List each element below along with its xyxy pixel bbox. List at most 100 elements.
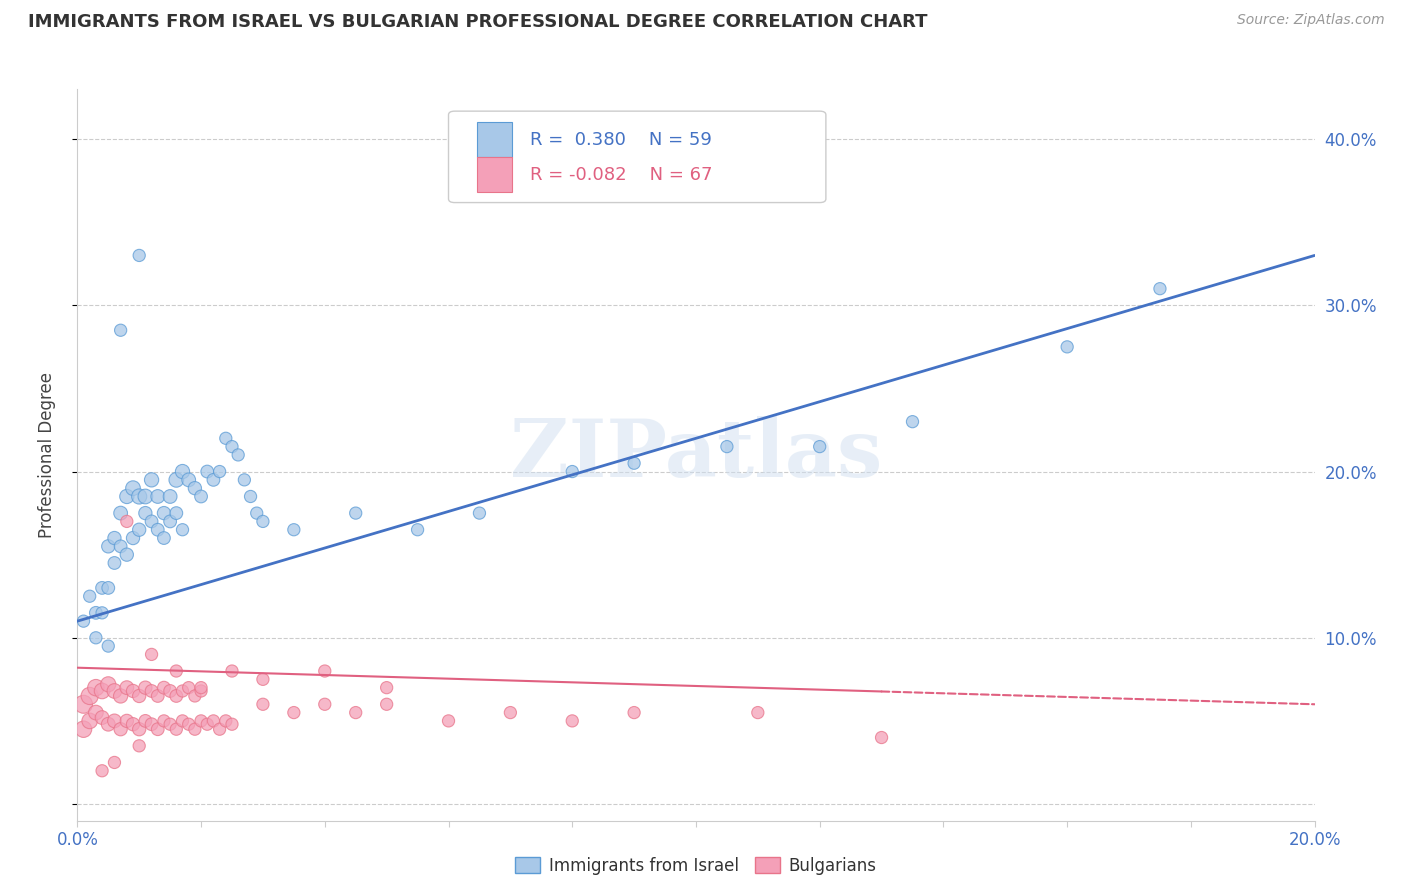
Point — [226, 448, 249, 462]
Point — [172, 465, 194, 479]
Point — [141, 684, 163, 698]
Point — [84, 706, 107, 720]
Point — [177, 473, 200, 487]
Point — [122, 684, 145, 698]
Point — [172, 523, 194, 537]
Point — [84, 681, 107, 695]
Point — [221, 440, 243, 454]
Point — [233, 473, 256, 487]
Legend: Immigrants from Israel, Bulgarians: Immigrants from Israel, Bulgarians — [509, 850, 883, 882]
Point — [128, 523, 150, 537]
Point — [195, 717, 218, 731]
Point — [91, 710, 114, 724]
Point — [344, 506, 367, 520]
Point — [246, 506, 269, 520]
Point — [141, 648, 163, 662]
Point — [561, 465, 583, 479]
Point — [97, 677, 120, 691]
Point — [747, 706, 769, 720]
Text: ZIPatlas: ZIPatlas — [510, 416, 882, 494]
Point — [110, 506, 132, 520]
Point — [97, 639, 120, 653]
FancyBboxPatch shape — [449, 112, 825, 202]
Point — [122, 717, 145, 731]
Point — [190, 714, 212, 728]
Point — [406, 523, 429, 537]
Point — [79, 689, 101, 703]
Point — [184, 723, 207, 737]
Point — [146, 490, 169, 504]
Point — [468, 506, 491, 520]
Point — [72, 614, 94, 628]
Text: R = -0.082    N = 67: R = -0.082 N = 67 — [530, 166, 713, 184]
Point — [172, 684, 194, 698]
Point — [128, 723, 150, 737]
Point — [215, 714, 238, 728]
Point — [134, 490, 156, 504]
Point — [375, 681, 398, 695]
Point — [283, 523, 305, 537]
Point — [128, 248, 150, 262]
Point — [91, 684, 114, 698]
Point — [252, 515, 274, 529]
Point — [437, 714, 460, 728]
Point — [72, 723, 94, 737]
Point — [153, 506, 176, 520]
Point — [221, 664, 243, 678]
Point — [141, 515, 163, 529]
Point — [314, 698, 336, 712]
Point — [146, 523, 169, 537]
Point — [283, 706, 305, 720]
Point — [195, 465, 218, 479]
Point — [128, 739, 150, 753]
Point — [159, 717, 181, 731]
Point — [97, 581, 120, 595]
Point — [141, 717, 163, 731]
Point — [623, 706, 645, 720]
Point — [202, 473, 225, 487]
Point — [110, 689, 132, 703]
Point — [165, 723, 187, 737]
Point — [141, 473, 163, 487]
Point — [103, 531, 125, 545]
Point — [159, 515, 181, 529]
Point — [153, 714, 176, 728]
Point — [146, 723, 169, 737]
Point — [97, 717, 120, 731]
Point — [110, 723, 132, 737]
Point — [1149, 282, 1171, 296]
Point — [91, 606, 114, 620]
Point — [252, 698, 274, 712]
Point — [115, 490, 138, 504]
Point — [79, 589, 101, 603]
Point — [103, 556, 125, 570]
Point — [134, 506, 156, 520]
Point — [159, 684, 181, 698]
Point — [561, 714, 583, 728]
Point — [115, 681, 138, 695]
Bar — [477, 157, 512, 193]
Point — [128, 689, 150, 703]
Point — [79, 714, 101, 728]
Point — [202, 714, 225, 728]
Point — [91, 764, 114, 778]
Point — [103, 756, 125, 770]
Point — [165, 664, 187, 678]
Text: IMMIGRANTS FROM ISRAEL VS BULGARIAN PROFESSIONAL DEGREE CORRELATION CHART: IMMIGRANTS FROM ISRAEL VS BULGARIAN PROF… — [28, 13, 928, 31]
Point — [103, 684, 125, 698]
Point — [221, 717, 243, 731]
Point — [134, 714, 156, 728]
Point — [184, 481, 207, 495]
Point — [375, 698, 398, 712]
Point — [716, 440, 738, 454]
Text: Source: ZipAtlas.com: Source: ZipAtlas.com — [1237, 13, 1385, 28]
Point — [499, 706, 522, 720]
Point — [153, 531, 176, 545]
Point — [91, 581, 114, 595]
Point — [208, 465, 231, 479]
Point — [1056, 340, 1078, 354]
Point — [134, 681, 156, 695]
Point — [146, 689, 169, 703]
Point — [103, 714, 125, 728]
Point — [97, 539, 120, 553]
